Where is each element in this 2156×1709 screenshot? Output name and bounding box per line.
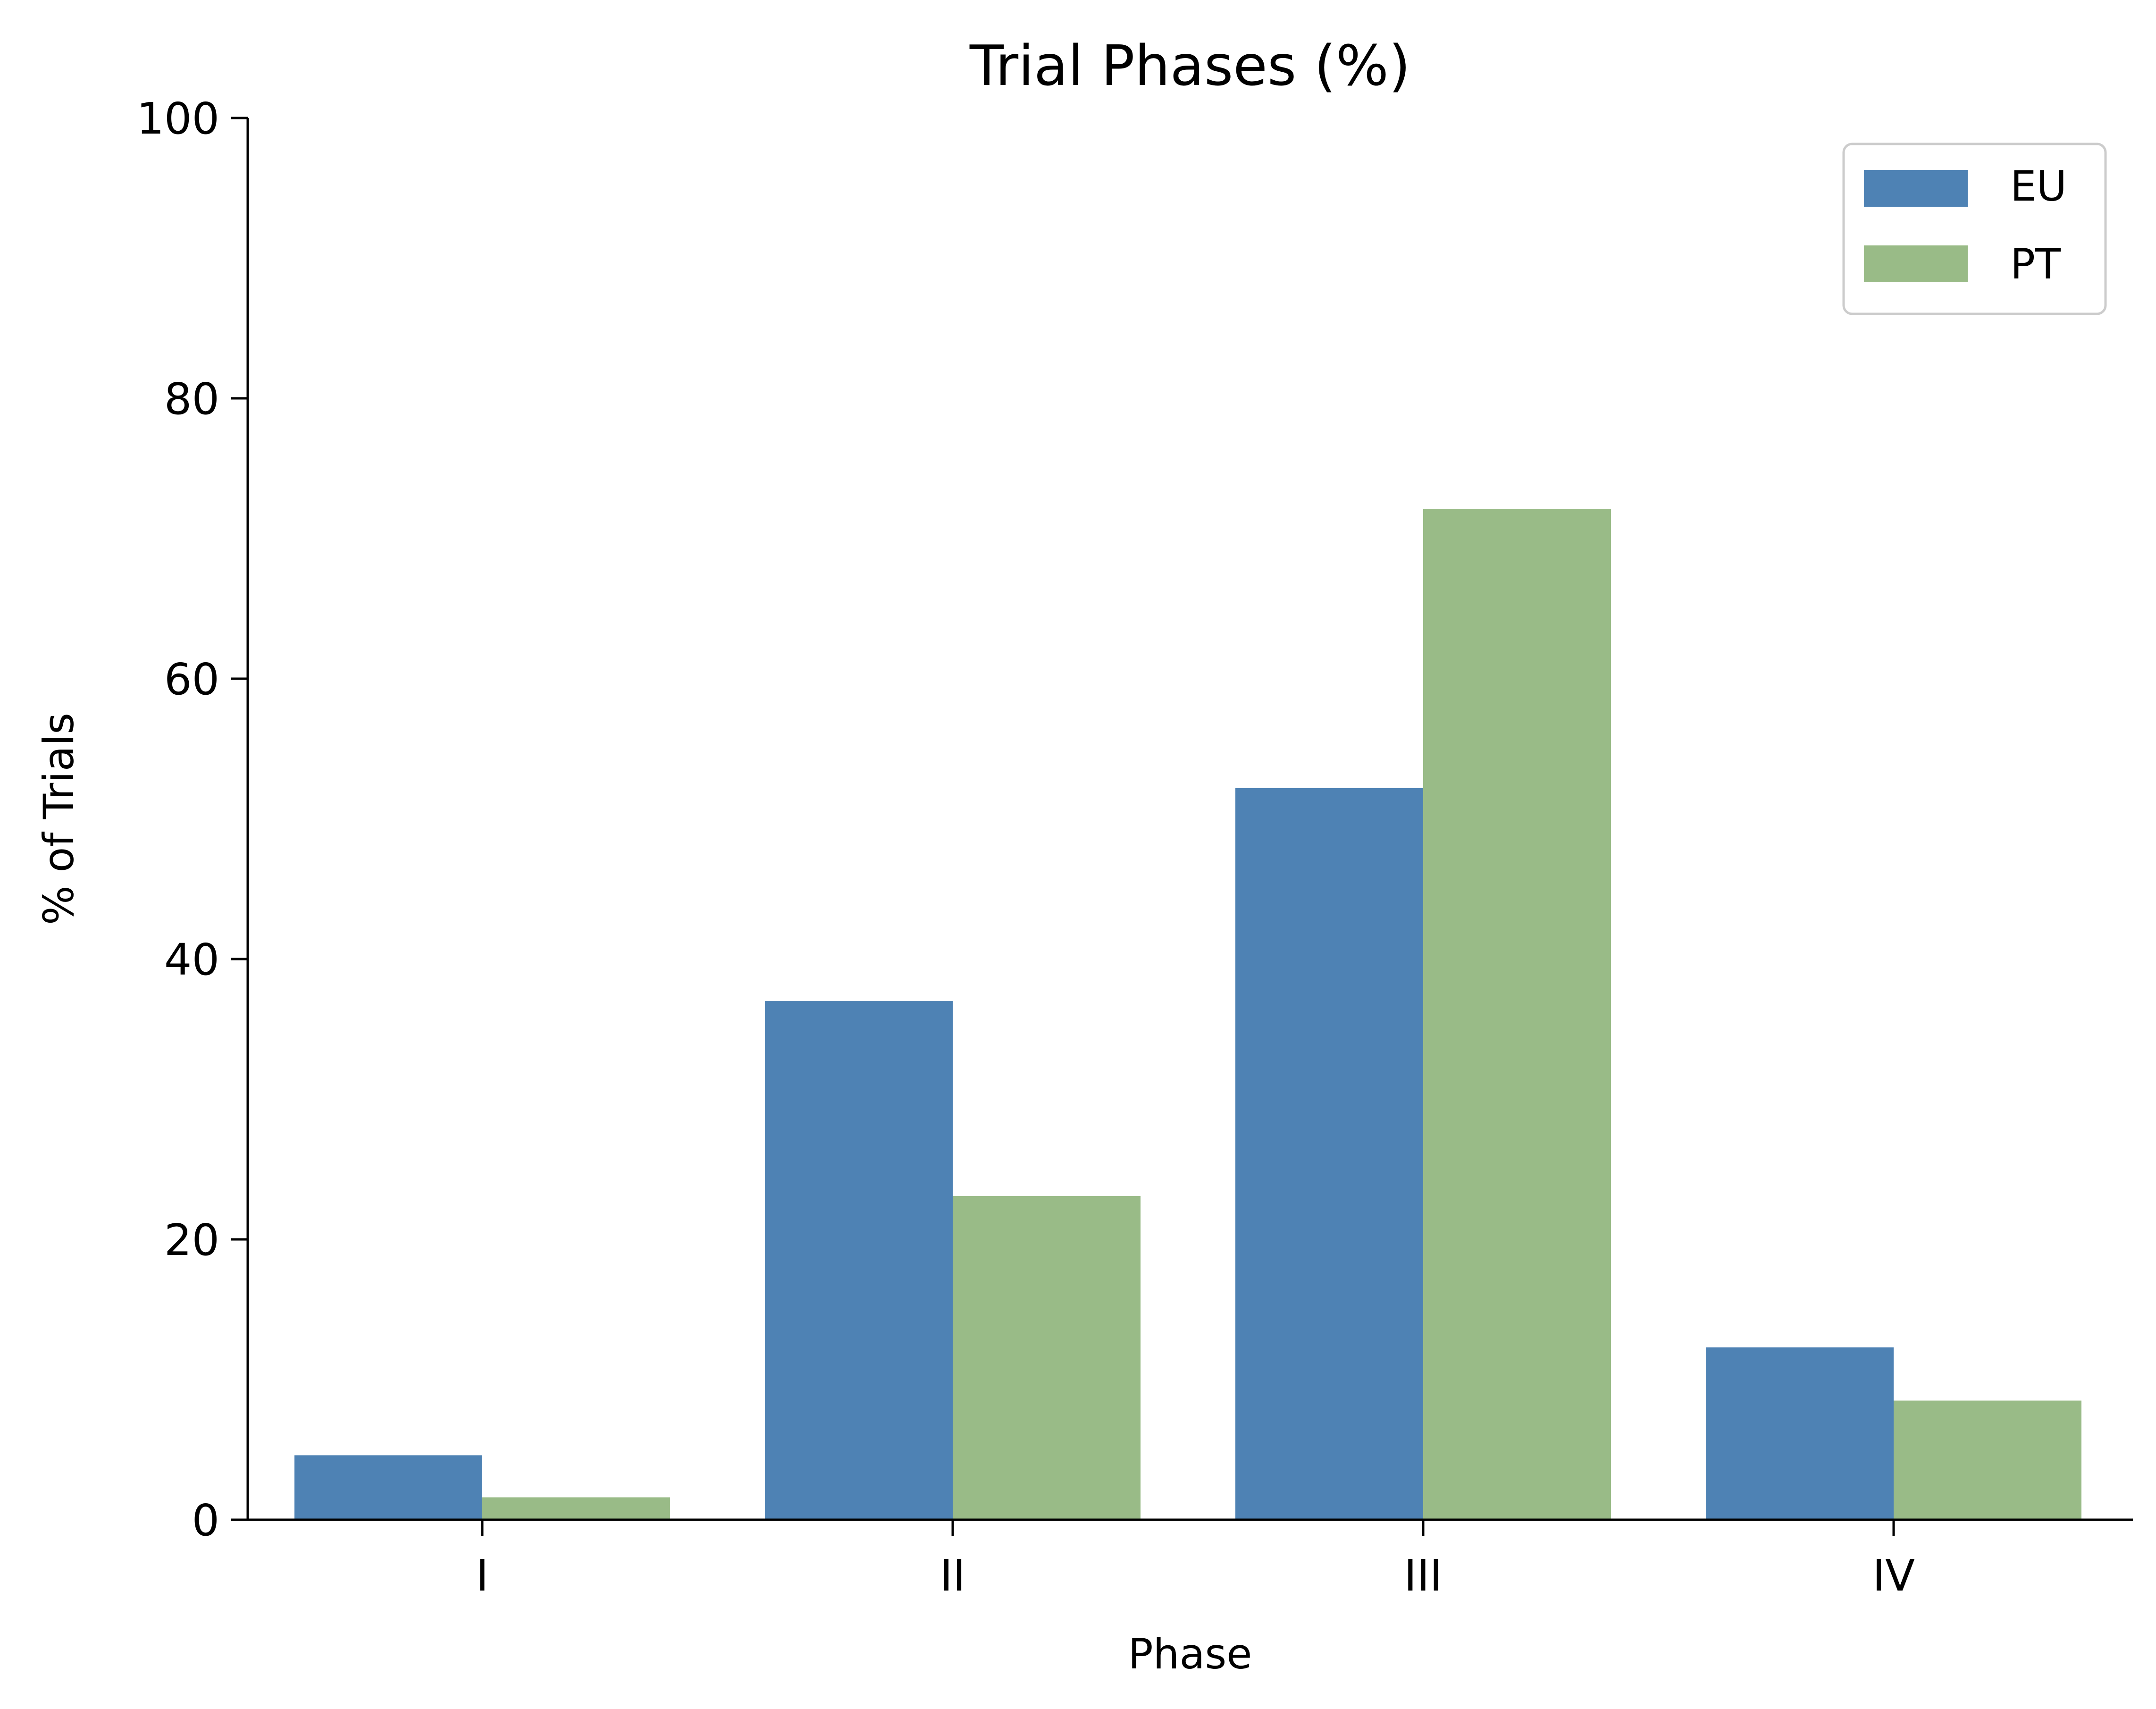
bar-eu-iii [1235, 788, 1423, 1520]
bar-eu-iv [1706, 1347, 1894, 1520]
y-axis-label: % of Trials [34, 713, 83, 925]
legend-label-pt: PT [2010, 240, 2061, 288]
bar-pt-iv [1894, 1400, 2081, 1520]
x-tick-label: III [1404, 1550, 1442, 1601]
x-tick-label: II [940, 1550, 965, 1601]
y-tick-label: 100 [136, 93, 219, 144]
x-tick-label: IV [1872, 1550, 1915, 1601]
x-ticks-group: I II III IV [476, 1520, 1915, 1601]
legend-swatch-eu [1864, 170, 1968, 207]
x-tick-label: I [476, 1550, 488, 1601]
y-tick-label: 40 [164, 934, 219, 985]
y-tick-label: 20 [164, 1215, 219, 1265]
bar-pt-iii [1423, 509, 1611, 1520]
legend: EU PT [1842, 143, 2107, 315]
y-tick-label: 0 [192, 1495, 219, 1546]
chart-title: Trial Phases (%) [969, 33, 1410, 98]
y-tick-label: 80 [164, 374, 219, 424]
bar-eu-i [294, 1455, 482, 1520]
legend-swatch-pt [1864, 245, 1968, 282]
bar-pt-i [482, 1497, 670, 1520]
bars-group [294, 509, 2081, 1520]
y-ticks-group: 0 20 40 60 80 100 [136, 93, 248, 1546]
bar-pt-ii [953, 1195, 1141, 1520]
legend-label-eu: EU [2010, 162, 2067, 210]
x-axis-label: Phase [1128, 1630, 1252, 1678]
y-tick-label: 60 [164, 654, 219, 705]
bar-eu-ii [765, 1001, 953, 1520]
